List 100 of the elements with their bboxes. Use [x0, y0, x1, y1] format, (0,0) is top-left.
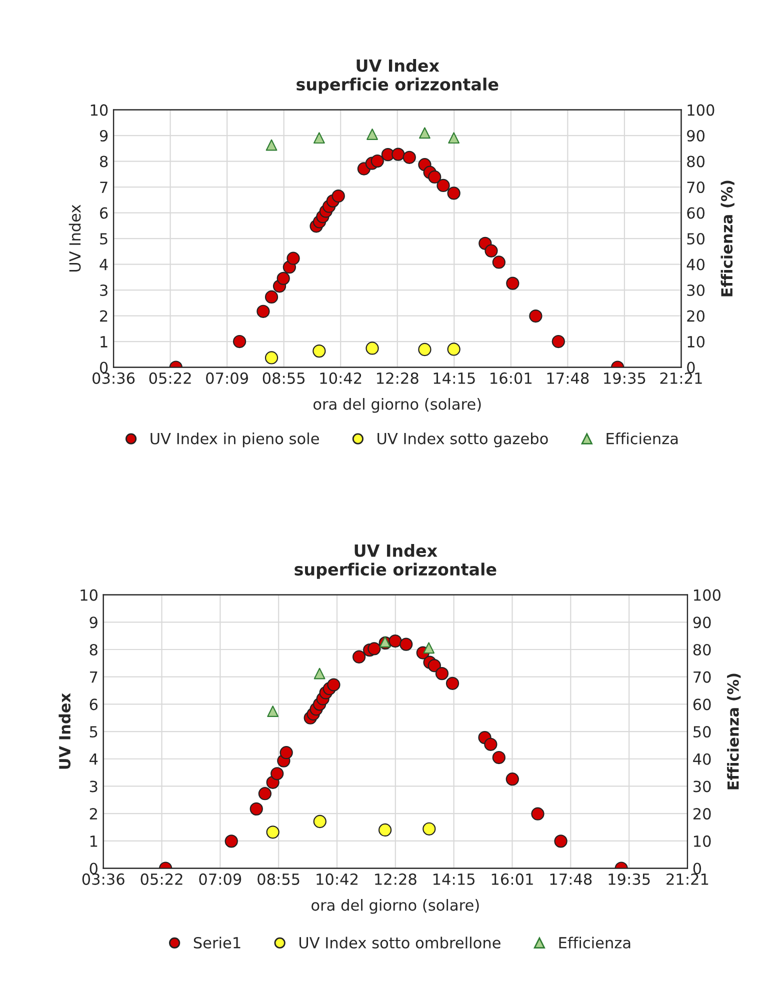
x-tick-label: 07:09 — [206, 372, 248, 384]
y2-tick-label: 80 — [687, 156, 704, 168]
legend-label: UV Index sotto ombrellone — [300, 936, 500, 949]
legend-label: Serie1 — [194, 936, 240, 949]
y2-tick-label: 10 — [688, 336, 704, 348]
y-tick-label: 3 — [90, 780, 98, 792]
y-tick-label: 7 — [90, 672, 98, 683]
chart-title: UV Index superficie orizzontale — [294, 544, 496, 579]
y2-tick-label: 30 — [687, 284, 704, 296]
point — [418, 342, 432, 356]
point — [402, 150, 416, 164]
x-tick-label: 05:22 — [140, 873, 182, 885]
x-tick-label: 21:21 — [660, 372, 702, 384]
point — [332, 189, 345, 203]
point — [286, 252, 300, 265]
x-axis-title: ora del giorno (solare) — [314, 398, 481, 413]
x-axis-title: ora del giorno (solare) — [312, 899, 479, 914]
point — [506, 772, 519, 786]
point — [448, 132, 460, 144]
point — [264, 290, 278, 304]
point — [368, 642, 381, 656]
x-tick-label: 03:36 — [82, 873, 124, 885]
y2-tick-label: 0 — [687, 362, 695, 374]
y2-tick-label: 40 — [693, 753, 711, 765]
point — [506, 276, 520, 290]
y-tick-label: 8 — [90, 644, 98, 656]
point — [392, 148, 405, 161]
point — [447, 186, 460, 200]
point — [313, 814, 326, 828]
x-tick-label: 21:21 — [666, 873, 708, 885]
y2-axis-title: Efficienza (%) — [720, 180, 734, 296]
y2-tick-label: 70 — [687, 181, 704, 194]
y-tick-label: 6 — [100, 207, 108, 219]
chart-title: UV Index superficie orizzontale — [296, 59, 498, 94]
y-tick-label: 3 — [100, 284, 108, 296]
point — [552, 334, 565, 348]
point — [436, 178, 450, 192]
y2-tick-label: 20 — [687, 310, 704, 322]
x-tick-label: 14:15 — [433, 874, 475, 885]
point — [256, 304, 270, 318]
x-tick-label: 07:09 — [199, 873, 242, 885]
y-axis-title: UV Index — [68, 204, 81, 272]
y-tick-label: 5 — [100, 233, 108, 245]
point — [267, 706, 279, 718]
x-tick-label: 10:42 — [316, 873, 358, 885]
x-tick-label: 14:15 — [434, 372, 475, 384]
y2-tick-label: 50 — [687, 232, 704, 245]
x-tick-label: 08:55 — [258, 873, 300, 885]
point — [276, 272, 290, 285]
y-axis-title: UV Index — [58, 693, 71, 769]
legend-label: Efficienza — [559, 936, 630, 949]
x-tick-label: 19:35 — [608, 873, 650, 885]
legend-label: UV Index in pieno sole — [150, 432, 319, 448]
x-tick-label: 17:48 — [547, 372, 589, 384]
y-tick-label: 9 — [100, 130, 108, 142]
y-tick-label: 4 — [100, 258, 108, 270]
point — [232, 334, 246, 348]
y2-tick-label: 0 — [693, 862, 702, 874]
y2-tick-label: 50 — [694, 726, 711, 738]
y2-tick-label: 20 — [693, 808, 711, 820]
y-tick-label: 2 — [90, 808, 97, 820]
y-tick-label: 0 — [90, 862, 98, 874]
x-tick-label: 16:01 — [490, 372, 532, 384]
point — [388, 634, 402, 648]
point — [435, 666, 449, 680]
point — [314, 668, 326, 680]
point — [378, 823, 392, 837]
point — [366, 128, 378, 140]
point — [529, 309, 542, 323]
y2-tick-label: 100 — [694, 589, 720, 601]
point — [370, 154, 384, 168]
y-tick-label: 6 — [90, 698, 98, 710]
y2-tick-label: 80 — [693, 644, 711, 656]
x-tick-label: 05:22 — [149, 372, 191, 384]
point — [554, 834, 568, 848]
y-tick-label: 7 — [100, 182, 108, 193]
point — [270, 767, 284, 780]
point — [327, 678, 340, 692]
point — [266, 826, 280, 839]
point — [484, 738, 498, 751]
point — [446, 676, 460, 690]
y2-tick-label: 70 — [694, 671, 711, 683]
point — [531, 807, 544, 820]
point — [484, 244, 498, 258]
point — [250, 802, 263, 816]
y2-tick-label: 100 — [688, 104, 714, 116]
x-tick-label: 16:01 — [492, 873, 533, 885]
point — [492, 750, 506, 764]
y-tick-label: 10 — [80, 589, 98, 601]
y-tick-label: 0 — [100, 362, 108, 374]
y2-tick-label: 60 — [687, 207, 704, 219]
point — [224, 834, 238, 848]
y2-axis-title: Efficienza (%) — [727, 674, 741, 790]
point — [423, 642, 435, 654]
y-tick-label: 10 — [90, 104, 108, 116]
x-tick-label: 08:55 — [262, 372, 305, 384]
y-tick-label: 8 — [100, 156, 108, 168]
point — [447, 342, 460, 356]
point — [352, 650, 366, 664]
y2-tick-label: 30 — [694, 780, 711, 792]
